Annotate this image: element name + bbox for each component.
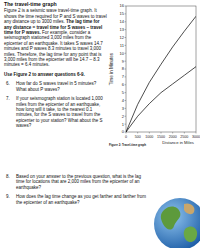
y-tick-label: 16 [120, 3, 125, 8]
y-tick-label: 13 [120, 27, 125, 32]
globe-land [184, 226, 197, 242]
question-text: Based on your answer to the previous que… [16, 174, 150, 190]
question: 8.Based on your answer to the previous q… [4, 174, 150, 190]
plot-frame [126, 6, 196, 132]
y-tick [125, 76, 127, 77]
travel-time-curve [126, 16, 196, 132]
x-tick-label: 500 [135, 135, 141, 139]
title: The travel-time graph [4, 2, 108, 7]
travel-time-curve [126, 67, 196, 132]
y-tick-label: 7 [122, 74, 125, 79]
x-tick [161, 132, 162, 134]
y-tick-label: 14 [120, 19, 125, 24]
globe-land [184, 203, 194, 214]
question-number: 7. [4, 96, 16, 128]
x-tick [126, 132, 127, 134]
y-tick [125, 84, 127, 85]
text-column: The travel-time graphFigure 2 is a seism… [4, 2, 108, 133]
y-tick [125, 69, 127, 70]
x-axis-label: Distance in Miles [162, 140, 194, 145]
question-text: How far do S waves travel in 5 minutes? … [16, 81, 108, 92]
y-tick-label: 2 [122, 114, 125, 119]
y-tick [125, 13, 127, 14]
globe-land [161, 206, 181, 229]
question: 6.How far do S waves travel in 5 minutes… [4, 81, 108, 92]
y-axis-label: Time in Minutes [109, 52, 114, 85]
y-tick-label: 5 [122, 90, 125, 95]
question-text: If your seismograph station is located 1… [16, 96, 108, 128]
y-tick-label: 1 [122, 122, 125, 127]
x-tick [137, 132, 138, 134]
x-tick-label: 2000 [169, 135, 177, 139]
y-tick-label: 10 [120, 51, 125, 56]
y-tick [125, 37, 127, 38]
x-tick-label: 1000 [145, 135, 153, 139]
y-tick-label: 9 [122, 59, 125, 64]
x-tick [149, 132, 150, 134]
y-tick-label: 12 [120, 35, 125, 40]
question-number: 9. [4, 194, 16, 205]
y-tick [125, 6, 127, 7]
y-tick [125, 45, 127, 46]
y-tick [125, 108, 127, 109]
travel-time-chart: 0123456789101112131415160500100015002000… [108, 0, 200, 150]
y-tick [125, 124, 127, 125]
y-tick [125, 132, 127, 133]
question: 7.If your seismograph station is located… [4, 96, 108, 128]
lower-questions: 8.Based on your answer to the previous q… [4, 174, 150, 209]
y-tick [125, 92, 127, 93]
globe-image [150, 188, 200, 248]
y-tick-label: 15 [120, 11, 125, 16]
instruction: Use Figure 2 to answer questions 6-9. [4, 72, 108, 77]
y-tick [125, 61, 127, 62]
y-tick [125, 53, 127, 54]
x-tick-label: 3000 [192, 135, 200, 139]
curves [126, 16, 196, 132]
intro: Figure 2 is a seismic wave travel-time g… [4, 8, 108, 67]
x-tick-label: 1500 [157, 135, 165, 139]
question-number: 8. [4, 174, 16, 190]
x-tick-label: 2500 [180, 135, 188, 139]
question: 9.How does the lag time change as you ge… [4, 194, 150, 205]
figure-caption: Figure 2: Travel-time graph [109, 143, 146, 147]
y-tick [125, 29, 127, 30]
y-tick-label: 8 [122, 66, 125, 71]
globe-ocean [154, 198, 200, 248]
x-tick [196, 132, 197, 134]
y-tick-label: 6 [122, 82, 125, 87]
x-tick-label: 0 [125, 135, 127, 139]
y-tick-label: 3 [122, 106, 125, 111]
y-tick [125, 21, 127, 22]
y-tick [125, 100, 127, 101]
question-text: How does the lag time change as you get … [16, 194, 150, 205]
y-tick-label: 4 [122, 98, 125, 103]
intro-text: For example, consider a seismograph stat… [4, 30, 103, 67]
y-tick-label: 11 [120, 43, 125, 48]
y-tick [125, 116, 127, 117]
question-number: 6. [4, 81, 16, 92]
x-tick [184, 132, 185, 134]
x-tick [172, 132, 173, 134]
